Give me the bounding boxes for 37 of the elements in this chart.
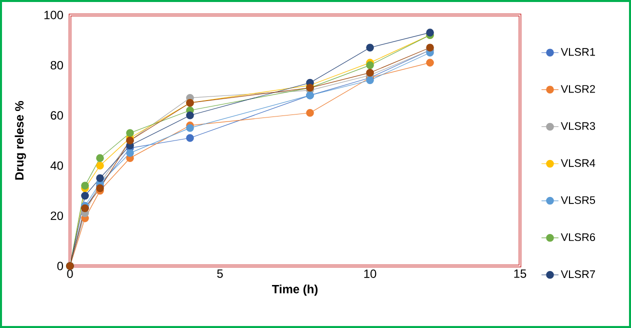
legend-label: VLSR1 <box>560 48 595 56</box>
point <box>186 112 194 120</box>
point <box>426 28 434 36</box>
point <box>126 149 134 157</box>
x-tick-label: 15 <box>514 270 526 278</box>
legend-label: VLSR7 <box>560 270 595 278</box>
y-tick-label: 60 <box>50 111 64 120</box>
point <box>366 76 374 84</box>
y-tick-label: 100 <box>44 10 64 20</box>
legend-label: VLSR4 <box>560 159 596 167</box>
point <box>366 44 374 52</box>
y-tick-label: 0 <box>57 262 64 270</box>
x-axis-title: Time (h) <box>272 284 318 296</box>
legend-label: VLSR2 <box>560 85 595 93</box>
y-axis-title: Drug relese % <box>14 100 26 180</box>
x-tick-label: 10 <box>364 270 376 278</box>
point <box>366 68 374 77</box>
y-tick-label: 20 <box>50 212 64 220</box>
point <box>306 109 314 117</box>
point <box>81 192 89 200</box>
point <box>96 154 104 162</box>
legend-label: VLSR3 <box>560 122 596 130</box>
y-tick-label: 40 <box>50 161 64 170</box>
point <box>366 61 374 70</box>
point <box>186 134 194 142</box>
point <box>426 44 434 52</box>
point <box>186 124 194 132</box>
point <box>96 174 104 182</box>
legend-label: VLSR6 <box>560 233 596 242</box>
x-tick-label: 5 <box>217 270 223 278</box>
point <box>96 162 104 170</box>
legend-label: VLSR5 <box>560 196 596 204</box>
point <box>96 184 104 192</box>
point <box>81 182 89 190</box>
point <box>426 58 434 67</box>
point <box>126 129 134 137</box>
y-tick-label: 80 <box>50 60 64 70</box>
